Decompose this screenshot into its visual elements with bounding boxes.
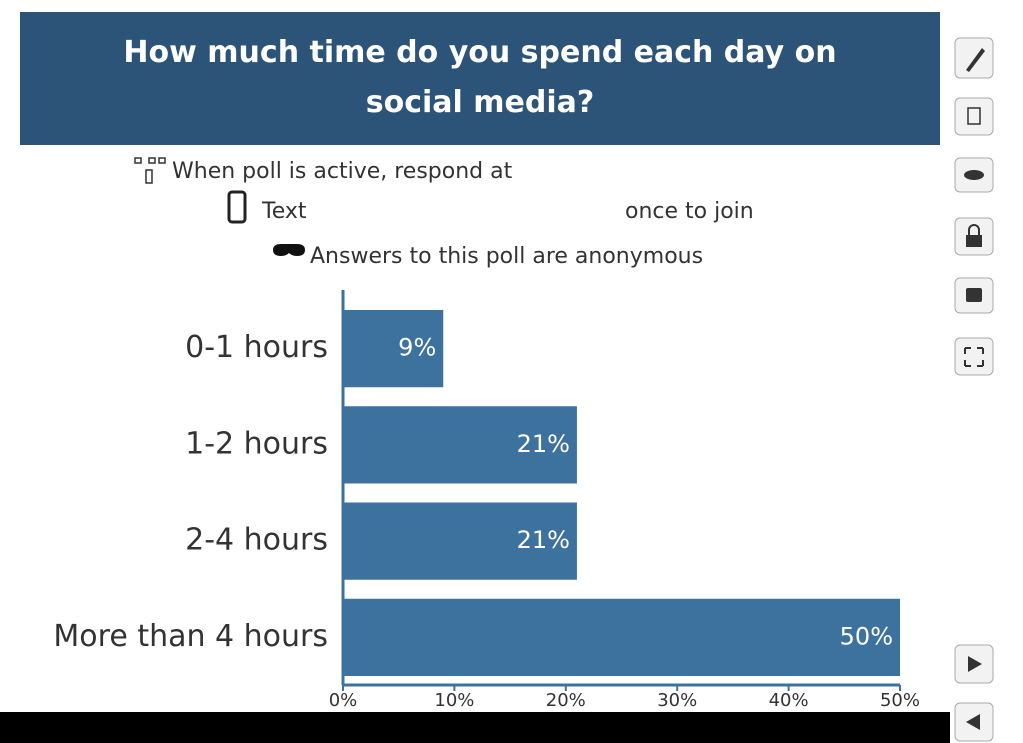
- sidebar: [954, 37, 994, 742]
- lock-shackle: [968, 224, 980, 235]
- bar: [343, 310, 444, 388]
- phone-icon: [227, 190, 247, 224]
- category-label: 2-4 hours: [185, 523, 328, 558]
- activate-icon-area: [132, 152, 168, 182]
- eye-icon: [964, 170, 984, 180]
- lock-icon: [966, 235, 982, 247]
- x-tick-label: 10%: [434, 690, 474, 711]
- x-tick-label: 50%: [880, 690, 920, 711]
- mask-icon: [273, 244, 305, 256]
- category-label: More than 4 hours: [53, 619, 328, 654]
- value-label: 9%: [398, 334, 436, 362]
- value-label: 50%: [840, 622, 893, 650]
- instruction-text: Text: [261, 199, 307, 224]
- x-tick-label: 20%: [546, 690, 586, 711]
- x-tick-label: 40%: [769, 690, 809, 711]
- value-label: 21%: [517, 526, 570, 554]
- bar: [343, 406, 577, 484]
- bar: [343, 502, 577, 580]
- anonymous-note: Answers to this poll are anonymous: [310, 244, 703, 269]
- value-label: 21%: [517, 430, 570, 458]
- respond-icon: [134, 157, 166, 184]
- brush-icon: [966, 48, 985, 72]
- header: How much time do you spend each day on s…: [20, 12, 940, 145]
- category-label: 1-2 hours: [185, 426, 328, 461]
- activate-button[interactable]: [954, 97, 994, 136]
- bottom-bar: [0, 712, 950, 743]
- category-label: 0-1 hours: [185, 330, 328, 365]
- instruction-line: When poll is active, respond at: [172, 159, 513, 184]
- archive-icon: [966, 288, 982, 302]
- next-icon: [968, 656, 982, 672]
- fullscreen-button[interactable]: [954, 337, 994, 376]
- edit-button[interactable]: [954, 37, 994, 79]
- instruction-join: once to join: [625, 199, 754, 224]
- fullscreen-icon: [964, 347, 984, 367]
- bar: [343, 598, 900, 676]
- x-tick-label: 30%: [657, 690, 697, 711]
- activate-icon: [967, 107, 981, 125]
- poll-title: How much time do you spend each day on s…: [123, 35, 837, 120]
- x-tick-label: 0%: [329, 690, 358, 711]
- previous-icon: [966, 714, 980, 730]
